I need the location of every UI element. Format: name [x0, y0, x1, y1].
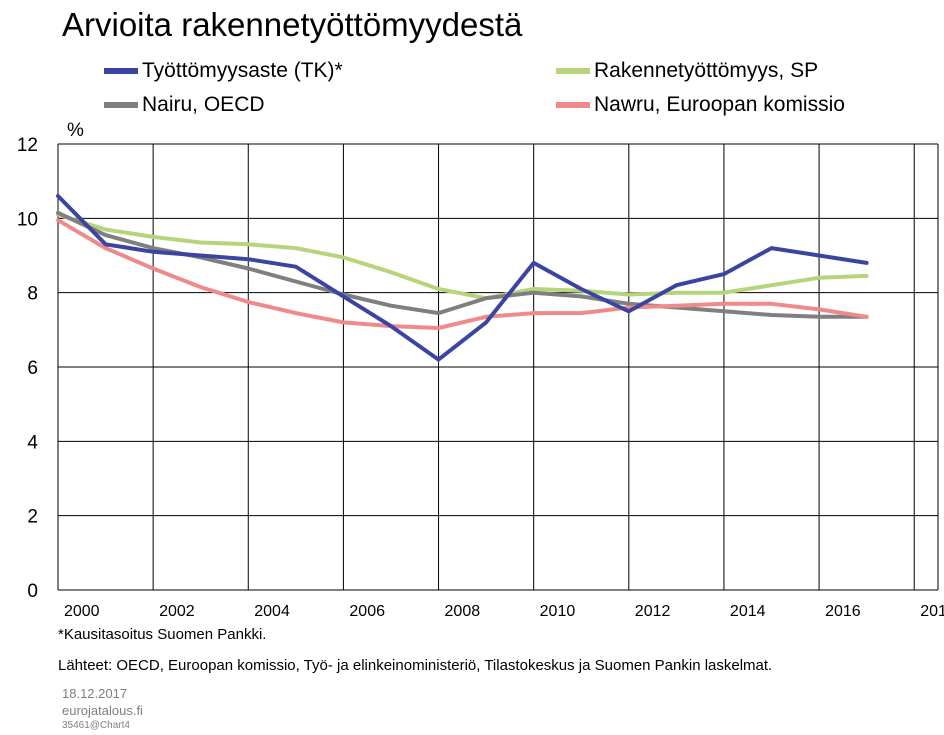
y-tick-label-10: 10 — [17, 209, 38, 230]
legend-swatch-nawru — [556, 102, 590, 108]
y-tick-label-6: 6 — [27, 358, 38, 379]
x-tick-label-2002: 2002 — [159, 603, 195, 620]
legend-swatch-rakennetyottomyys — [556, 68, 590, 74]
x-tick-label-2004: 2004 — [254, 603, 290, 620]
meta-code: 35461@Chart4 — [62, 720, 130, 731]
meta-site: eurojatalous.fi — [62, 703, 143, 718]
series-line-1 — [56, 212, 869, 301]
legend-label-nawru: Nawru, Euroopan komissio — [594, 93, 845, 116]
legend-item-tyottomyysaste: Työttömyysaste (TK)* — [104, 58, 343, 84]
y-tick-label-12: 12 — [17, 135, 38, 156]
y-axis-unit-label: % — [67, 120, 84, 141]
footnote-sources: Lähteet: OECD, Euroopan komissio, Työ- j… — [58, 657, 773, 674]
legend-item-nairu: Nairu, OECD — [104, 92, 265, 118]
legend-swatch-tyottomyysaste — [104, 68, 138, 74]
footnote-seasonal-adjustment: *Kausitasoitus Suomen Pankki. — [58, 626, 267, 643]
meta-date: 18.12.2017 — [62, 686, 128, 701]
legend-item-rakennetyottomyys: Rakennetyöttömyys, SP — [556, 58, 818, 84]
x-tick-label-2016: 2016 — [825, 603, 861, 620]
series-line-3 — [56, 218, 869, 330]
y-tick-label-2: 2 — [27, 507, 38, 528]
y-tick-label-8: 8 — [27, 284, 38, 305]
line-chart: 0 2 4 6 8 10 12 2000 2002 2004 2006 2008 2010 2012 201… — [17, 135, 944, 620]
y-tick-label-0: 0 — [27, 581, 38, 602]
legend-swatch-nairu — [104, 102, 138, 108]
x-tick-label-2018: 2018 — [920, 603, 944, 620]
x-tick-label-2014: 2014 — [730, 603, 766, 620]
series-line-0 — [56, 194, 869, 362]
x-tick-label-2006: 2006 — [349, 603, 385, 620]
chart-title: Arvioita rakennetyöttömyydestä — [62, 6, 523, 43]
x-tick-label-2012: 2012 — [635, 603, 671, 620]
legend-item-nawru: Nawru, Euroopan komissio — [556, 92, 845, 118]
legend-label-nairu: Nairu, OECD — [142, 93, 265, 116]
x-tick-label-2010: 2010 — [540, 603, 576, 620]
legend-label-tyottomyysaste: Työttömyysaste (TK)* — [142, 59, 343, 82]
legend-label-rakennetyottomyys: Rakennetyöttömyys, SP — [594, 59, 819, 82]
y-tick-label-4: 4 — [27, 432, 38, 453]
x-tick-label-2008: 2008 — [445, 603, 481, 620]
x-tick-label-2000: 2000 — [64, 603, 100, 620]
series-line-2 — [56, 210, 869, 319]
